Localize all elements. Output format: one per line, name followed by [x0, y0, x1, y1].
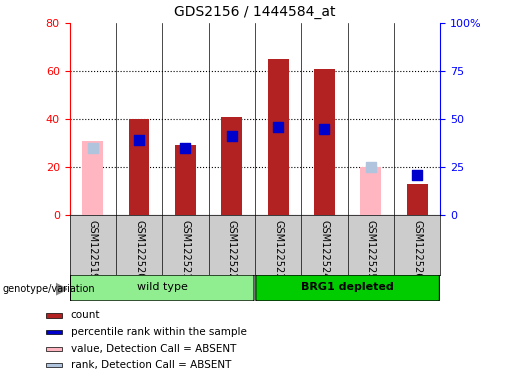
Text: value, Detection Call = ABSENT: value, Detection Call = ABSENT [71, 344, 236, 354]
Text: percentile rank within the sample: percentile rank within the sample [71, 327, 247, 337]
Bar [407, 184, 427, 215]
Title: GDS2156 / 1444584_at: GDS2156 / 1444584_at [174, 5, 336, 19]
Point [320, 126, 329, 132]
Text: GSM122521: GSM122521 [180, 220, 191, 279]
Polygon shape [56, 283, 67, 295]
Bar [360, 167, 381, 215]
Text: GSM122523: GSM122523 [273, 220, 283, 279]
Text: BRG1 depleted: BRG1 depleted [301, 283, 394, 293]
Bar [129, 119, 149, 215]
Bar [46, 363, 62, 367]
FancyBboxPatch shape [256, 275, 439, 301]
Point [274, 124, 282, 130]
Text: rank, Detection Call = ABSENT: rank, Detection Call = ABSENT [71, 360, 231, 370]
Bar [314, 69, 335, 215]
Point [367, 164, 375, 170]
Point [228, 133, 236, 139]
Bar [82, 141, 103, 215]
Bar [46, 347, 62, 351]
Point [135, 137, 143, 143]
FancyBboxPatch shape [71, 275, 254, 301]
Text: wild type: wild type [137, 283, 187, 293]
Point [89, 145, 97, 151]
Text: count: count [71, 311, 100, 321]
Bar [46, 313, 62, 318]
Text: GSM122520: GSM122520 [134, 220, 144, 279]
Bar [221, 117, 242, 215]
Text: GSM122524: GSM122524 [319, 220, 330, 279]
Point [181, 145, 190, 151]
Point [413, 172, 421, 178]
Text: genotype/variation: genotype/variation [3, 284, 95, 294]
Bar [46, 330, 62, 334]
Text: GSM122526: GSM122526 [412, 220, 422, 279]
Bar [268, 59, 288, 215]
Text: GSM122525: GSM122525 [366, 220, 376, 279]
Text: GSM122519: GSM122519 [88, 220, 98, 279]
Bar [175, 146, 196, 215]
Text: GSM122522: GSM122522 [227, 220, 237, 279]
